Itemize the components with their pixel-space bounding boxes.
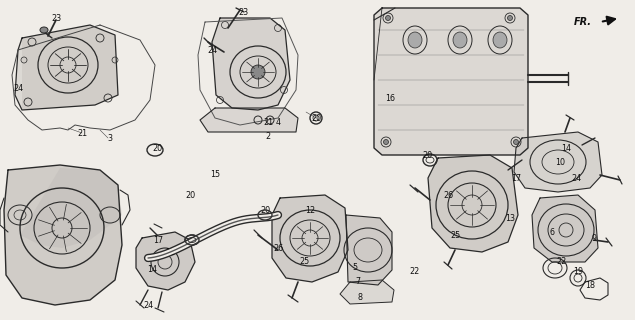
Text: 13: 13 [505, 213, 515, 222]
Text: 8: 8 [358, 293, 363, 302]
Text: 14: 14 [561, 143, 571, 153]
Text: 24: 24 [571, 173, 581, 182]
Text: 22: 22 [410, 268, 420, 276]
Text: FR.: FR. [574, 17, 592, 27]
Ellipse shape [384, 140, 389, 145]
Polygon shape [374, 8, 528, 155]
Text: 25: 25 [300, 258, 310, 267]
Ellipse shape [453, 32, 467, 48]
Text: 20: 20 [185, 190, 195, 199]
Polygon shape [212, 18, 290, 110]
Text: 2: 2 [265, 132, 271, 140]
Ellipse shape [514, 140, 519, 145]
Ellipse shape [385, 15, 391, 20]
Polygon shape [532, 195, 598, 262]
Text: 18: 18 [585, 281, 595, 290]
Text: 3: 3 [107, 133, 112, 142]
Text: 23: 23 [51, 13, 61, 22]
Text: 21: 21 [263, 117, 273, 126]
Text: 24: 24 [207, 45, 217, 54]
Text: 17: 17 [511, 173, 521, 182]
Polygon shape [340, 280, 394, 304]
Polygon shape [272, 195, 348, 282]
Ellipse shape [408, 32, 422, 48]
Text: 19: 19 [573, 268, 583, 276]
Text: 4: 4 [276, 117, 281, 126]
Text: 14: 14 [147, 266, 157, 275]
Text: 7: 7 [356, 277, 361, 286]
Text: 23: 23 [238, 7, 248, 17]
Text: 16: 16 [385, 93, 395, 102]
Text: 20: 20 [260, 205, 270, 214]
Polygon shape [428, 155, 518, 252]
Text: 20: 20 [152, 143, 162, 153]
Ellipse shape [493, 32, 507, 48]
Ellipse shape [507, 15, 512, 20]
Polygon shape [514, 132, 602, 192]
Polygon shape [346, 215, 392, 285]
Text: 22: 22 [557, 258, 567, 267]
Text: 6: 6 [549, 228, 554, 236]
Polygon shape [22, 25, 118, 110]
Text: 20: 20 [311, 114, 321, 123]
Ellipse shape [40, 27, 48, 33]
Text: 17: 17 [153, 236, 163, 244]
Text: 25: 25 [451, 230, 461, 239]
Polygon shape [200, 108, 298, 132]
Polygon shape [15, 25, 118, 110]
Text: 26: 26 [273, 244, 283, 252]
Text: 24: 24 [143, 300, 153, 309]
Text: 26: 26 [443, 190, 453, 199]
Text: 12: 12 [305, 205, 315, 214]
Text: 20: 20 [422, 150, 432, 159]
Text: 10: 10 [555, 157, 565, 166]
Polygon shape [20, 168, 122, 248]
Text: 24: 24 [13, 84, 23, 92]
Text: 15: 15 [210, 170, 220, 179]
Text: 9: 9 [591, 234, 596, 243]
Polygon shape [136, 232, 195, 290]
Ellipse shape [251, 65, 265, 79]
Text: 5: 5 [352, 263, 358, 273]
Text: 11: 11 [165, 247, 175, 257]
Polygon shape [4, 165, 122, 305]
Text: 21: 21 [77, 129, 87, 138]
